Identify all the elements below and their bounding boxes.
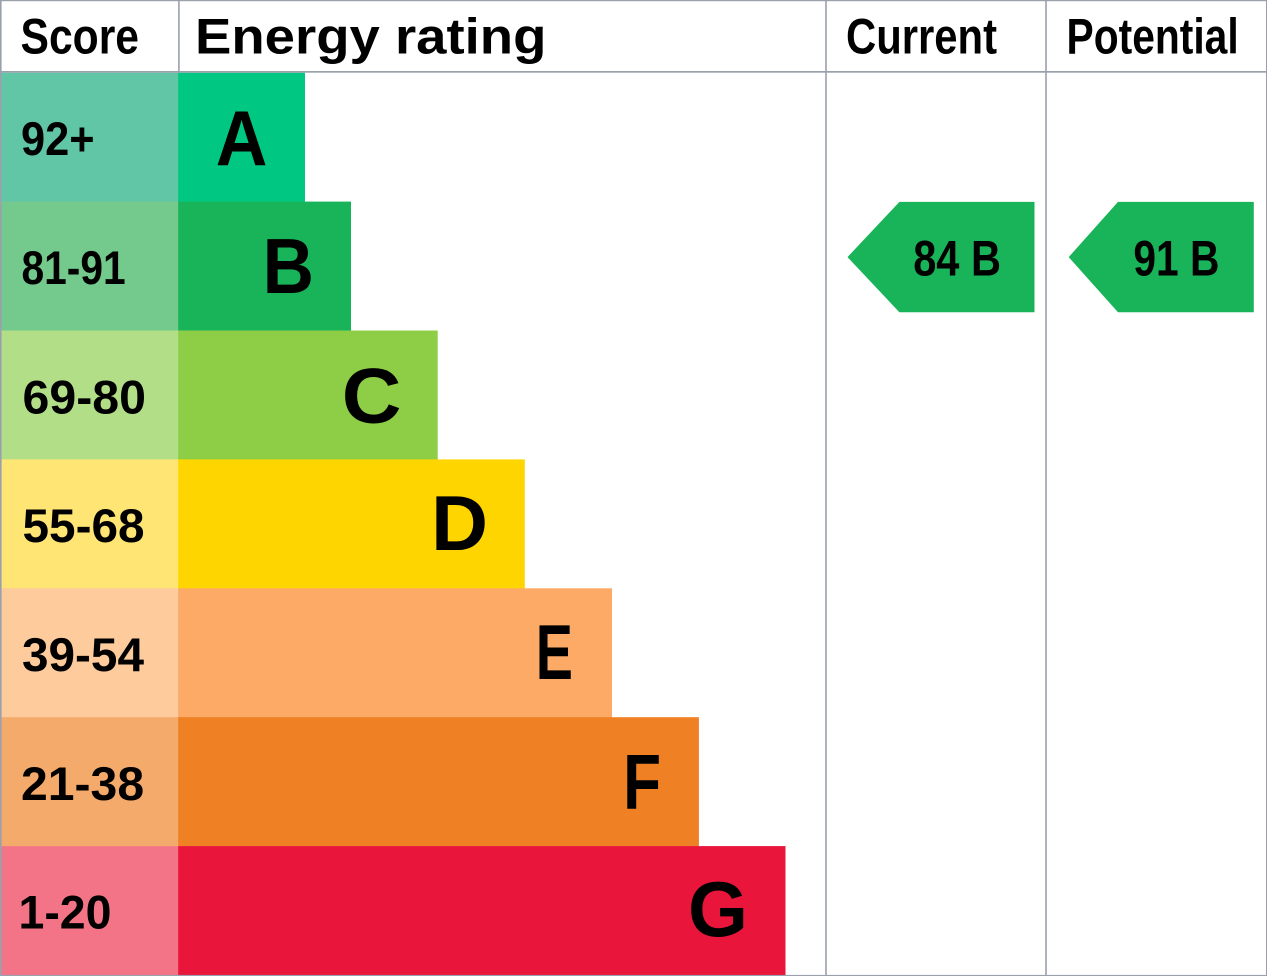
svg-text:Energy rating: Energy rating — [195, 9, 546, 65]
svg-text:21-38: 21-38 — [21, 757, 144, 810]
svg-text:G: G — [688, 865, 748, 953]
svg-text:Current: Current — [846, 9, 997, 65]
svg-text:B: B — [263, 222, 314, 310]
svg-text:55-68: 55-68 — [23, 499, 145, 552]
svg-text:E: E — [536, 608, 573, 696]
svg-text:Score: Score — [21, 9, 140, 65]
svg-text:D: D — [431, 479, 488, 567]
svg-text:81-91: 81-91 — [22, 241, 126, 294]
svg-text:F: F — [623, 738, 661, 826]
svg-text:84 B: 84 B — [913, 231, 1001, 287]
svg-text:Potential: Potential — [1067, 9, 1239, 65]
svg-text:91 B: 91 B — [1133, 231, 1219, 287]
svg-text:A: A — [216, 94, 268, 182]
svg-text:1-20: 1-20 — [19, 885, 112, 938]
svg-text:C: C — [342, 352, 402, 440]
svg-text:92+: 92+ — [21, 112, 95, 165]
svg-text:69-80: 69-80 — [23, 371, 147, 424]
svg-text:39-54: 39-54 — [22, 628, 144, 681]
